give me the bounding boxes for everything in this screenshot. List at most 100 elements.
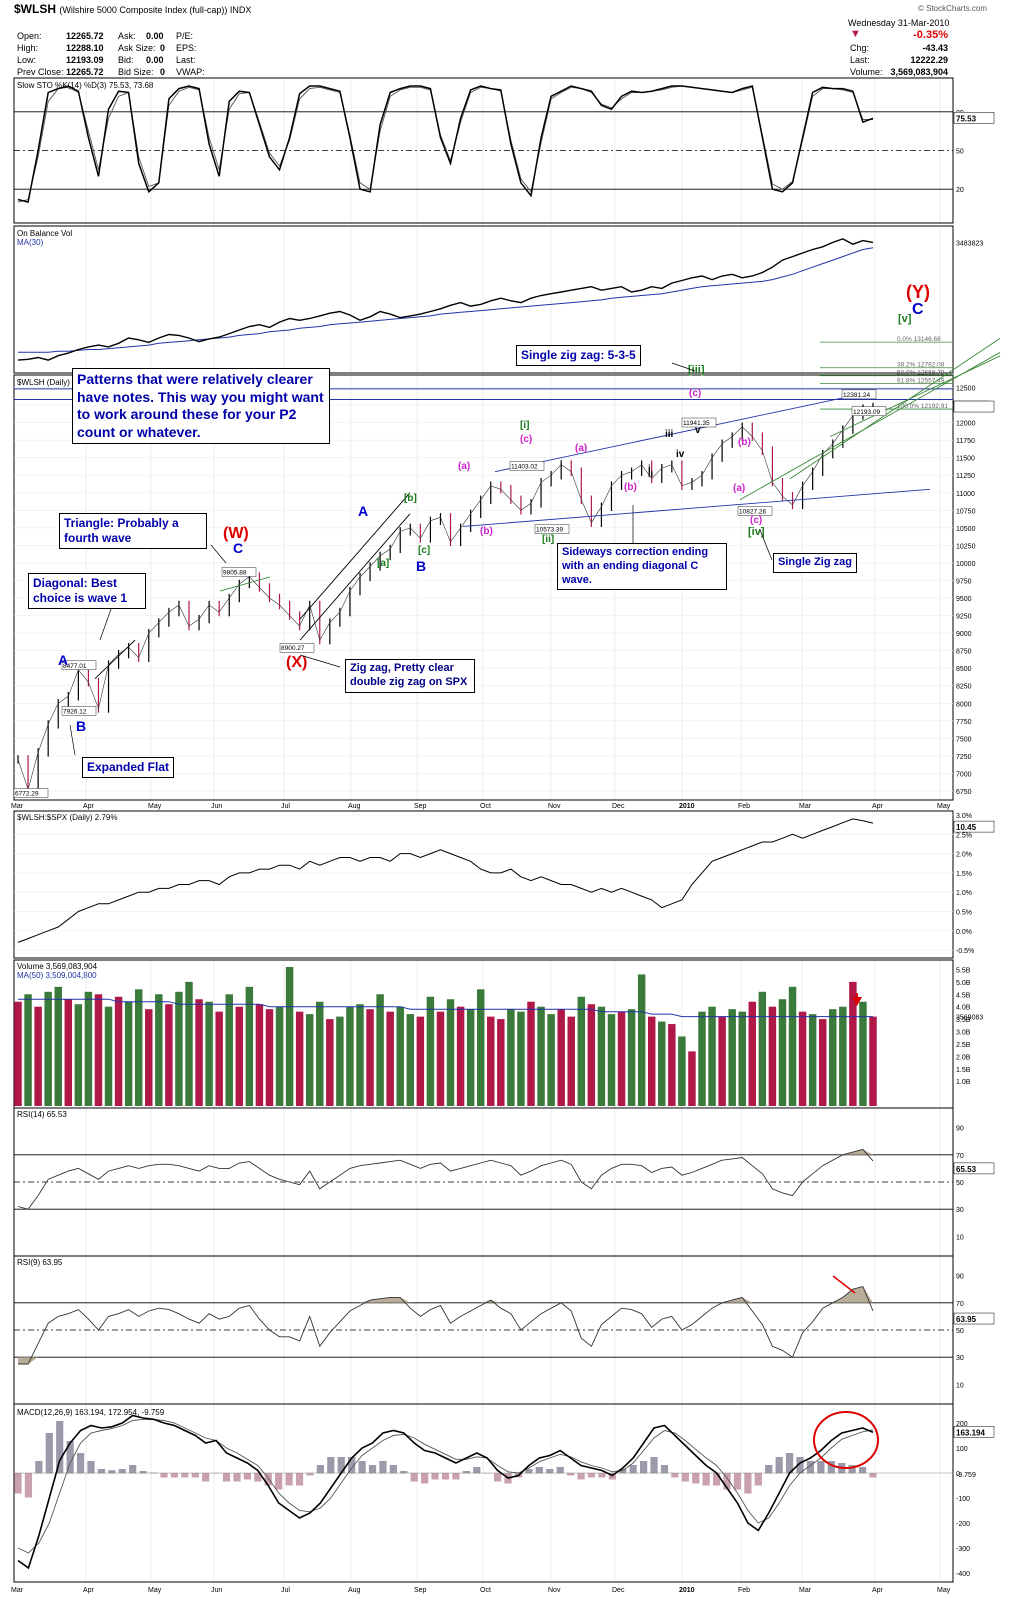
price-tick-22: 7000 bbox=[956, 771, 972, 778]
price-tick-19: 7750 bbox=[956, 719, 972, 726]
volume-bar-48 bbox=[497, 1019, 505, 1106]
volume-bar-71 bbox=[728, 1009, 736, 1106]
x-label-9: Dec bbox=[612, 803, 625, 810]
macd-tick-0: 200 bbox=[956, 1421, 968, 1428]
volume-bar-66 bbox=[678, 1036, 686, 1106]
wave-label-extra-c: (c) bbox=[750, 515, 762, 526]
volume-bar-79 bbox=[808, 1014, 817, 1106]
volume-value: 3,569,083,904 bbox=[890, 67, 948, 77]
ratio-tick-5: 0.5% bbox=[956, 910, 972, 917]
ratio-last-label-box bbox=[953, 820, 995, 833]
volume-bar-37 bbox=[386, 1011, 394, 1106]
rsi9-divergence-line bbox=[832, 1275, 856, 1294]
macd-hist-7 bbox=[87, 1461, 95, 1474]
macd-hist-56 bbox=[598, 1473, 606, 1478]
trendline-0 bbox=[462, 488, 931, 527]
macd-highlight-circle bbox=[813, 1411, 879, 1469]
macd-hist-63 bbox=[671, 1473, 679, 1478]
volume-bar-24 bbox=[255, 1004, 264, 1106]
volume-bar-0 bbox=[14, 1001, 22, 1106]
trendline-7 bbox=[219, 576, 271, 592]
volume-bar-14 bbox=[155, 994, 163, 1106]
volume-bar-7 bbox=[84, 991, 93, 1106]
x-label-5: Aug bbox=[348, 803, 361, 810]
x-label-13: Apr bbox=[872, 803, 884, 810]
macd-hist-40 bbox=[431, 1473, 439, 1480]
price-label-10: 7926.12 bbox=[63, 708, 87, 715]
rsi14-title: RSI(14) 65.53 bbox=[17, 1110, 67, 1119]
volume-bar-61 bbox=[627, 1009, 636, 1106]
macd-x-label-4: Jul bbox=[281, 1587, 290, 1594]
volume-bar-46 bbox=[476, 989, 485, 1106]
wave-label-20: iii bbox=[665, 429, 674, 440]
single-zigzag-note: Single Zig zag bbox=[773, 553, 857, 573]
obv-last-label: 3483823 bbox=[956, 240, 983, 247]
volume-bar-4 bbox=[54, 986, 62, 1106]
callout-line-3 bbox=[299, 654, 341, 668]
ratio-title: $WLSH:$SPX (Daily) 2.79% bbox=[17, 813, 118, 822]
macd-hist-34 bbox=[368, 1465, 377, 1474]
rsi9-oversold-fill bbox=[18, 1357, 873, 1364]
x-label-4: Jul bbox=[281, 803, 290, 810]
low-value: 12193.09 bbox=[66, 55, 104, 65]
macd-tick-4: -200 bbox=[956, 1521, 970, 1528]
x-label-7: Oct bbox=[480, 803, 491, 810]
last-value: 12222.29 bbox=[910, 55, 948, 65]
volume-bar-38 bbox=[396, 1006, 404, 1106]
macd-hist-15 bbox=[170, 1473, 179, 1478]
macd-hist-31 bbox=[337, 1457, 345, 1474]
volume-bar-49 bbox=[507, 1009, 515, 1106]
fib-label-2: 50.0% 12668.79 bbox=[897, 370, 945, 377]
wave-label-11: (b) bbox=[480, 526, 493, 537]
volume-bar-2 bbox=[34, 1006, 42, 1106]
volume-bar-40 bbox=[416, 1016, 425, 1106]
volume-bar-8 bbox=[94, 994, 103, 1106]
wave-label-18: i bbox=[648, 464, 651, 475]
volume-bar-27 bbox=[285, 966, 294, 1106]
trendline-1 bbox=[494, 390, 876, 473]
volume-bar-82 bbox=[839, 1006, 847, 1106]
volume-bar-58 bbox=[597, 1006, 606, 1106]
sto-tick-2: 20 bbox=[956, 187, 964, 194]
wave-label-14: [ii] bbox=[542, 534, 554, 545]
volume-bar-5 bbox=[64, 999, 73, 1106]
volume-bar-39 bbox=[406, 1014, 415, 1106]
sto-k-line bbox=[17, 85, 874, 204]
bidsize-label: Bid Size: bbox=[118, 67, 154, 77]
price-tick-21: 7250 bbox=[956, 754, 972, 761]
pe-label: P/E: bbox=[176, 31, 194, 41]
price-tick-6: 11000 bbox=[956, 491, 975, 498]
wave-label-3: C bbox=[233, 540, 243, 556]
wave-label-4: A bbox=[358, 503, 368, 519]
callout-line-1 bbox=[210, 544, 227, 564]
macd-hist-73 bbox=[775, 1457, 783, 1474]
price-label-6: 10827.26 bbox=[739, 508, 766, 515]
wave-label-0: A bbox=[58, 652, 68, 668]
macd-x-label-12: Mar bbox=[799, 1587, 812, 1594]
ratio-tick-1: 2.5% bbox=[956, 832, 972, 839]
macd-hist-69 bbox=[733, 1473, 742, 1490]
wave-label-7: [a] bbox=[377, 558, 389, 569]
wave-label-extra-a: (a) bbox=[733, 483, 745, 494]
price-label-box-8 bbox=[279, 643, 315, 653]
macd-hist-17 bbox=[191, 1473, 199, 1478]
fib-label-4: 100.0% 12192.91 bbox=[897, 403, 948, 410]
trendline-8 bbox=[94, 639, 136, 680]
volume-bar-54 bbox=[557, 1009, 565, 1106]
symbol-title: $WLSH (Wilshire 5000 Composite Index (fu… bbox=[14, 2, 251, 16]
macd-hist-21 bbox=[233, 1473, 241, 1482]
rsi9-line bbox=[18, 1285, 874, 1365]
rsi9-tick-4: 10 bbox=[956, 1382, 964, 1389]
macd-hist-66 bbox=[702, 1473, 710, 1486]
volume-bar-84 bbox=[859, 1001, 867, 1106]
wave-label-6: (X) bbox=[286, 654, 307, 671]
volume-bar-72 bbox=[738, 1011, 746, 1106]
price-label-box-11 bbox=[13, 788, 49, 798]
macd-x-label-10: 2010 bbox=[679, 1587, 695, 1594]
price-label-11: 6772.29 bbox=[15, 790, 39, 797]
wave-label-10: (a) bbox=[458, 461, 470, 472]
x-label-6: Sep bbox=[414, 803, 427, 810]
macd-hist-78 bbox=[827, 1461, 835, 1474]
last-label-left: Last: bbox=[176, 55, 196, 65]
sto-last-label: 75.53 bbox=[956, 114, 977, 123]
